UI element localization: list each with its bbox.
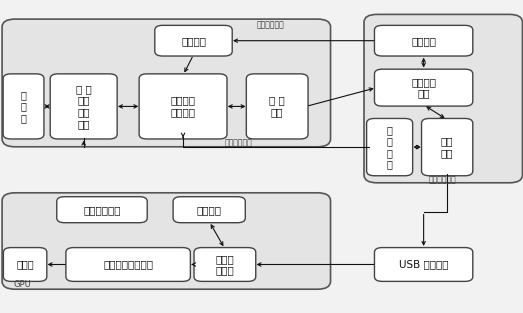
- FancyBboxPatch shape: [364, 14, 522, 183]
- FancyBboxPatch shape: [2, 19, 331, 147]
- Text: 发射接收
开关电路: 发射接收 开关电路: [170, 95, 196, 117]
- Text: USB 接口电路: USB 接口电路: [399, 259, 448, 269]
- Text: 软件波
束形成: 软件波 束形成: [215, 254, 234, 275]
- Text: 接收控制总线: 接收控制总线: [225, 138, 253, 147]
- Text: 发射控制: 发射控制: [411, 36, 436, 46]
- FancyBboxPatch shape: [194, 248, 256, 281]
- Text: 接口
控制: 接口 控制: [441, 136, 453, 158]
- FancyBboxPatch shape: [155, 25, 232, 56]
- Text: 发射控制总线: 发射控制总线: [256, 21, 284, 29]
- FancyBboxPatch shape: [3, 74, 44, 139]
- FancyBboxPatch shape: [56, 197, 147, 223]
- FancyBboxPatch shape: [374, 69, 473, 106]
- Text: 接
收
控
制: 接 收 控 制: [386, 125, 393, 170]
- Text: 发 射
接收
复用
电路: 发 射 接收 复用 电路: [76, 84, 92, 129]
- FancyBboxPatch shape: [374, 248, 473, 281]
- Text: 人机输入外设: 人机输入外设: [83, 205, 121, 215]
- FancyBboxPatch shape: [246, 74, 308, 139]
- Text: 显示器: 显示器: [16, 259, 34, 269]
- FancyBboxPatch shape: [66, 248, 190, 281]
- Text: 换
能
器: 换 能 器: [20, 90, 27, 123]
- FancyBboxPatch shape: [2, 193, 331, 289]
- Text: 数字控制电路: 数字控制电路: [429, 176, 457, 184]
- FancyBboxPatch shape: [367, 119, 413, 176]
- Text: 接收数据
处理: 接收数据 处理: [411, 77, 436, 99]
- FancyBboxPatch shape: [173, 197, 245, 223]
- FancyBboxPatch shape: [50, 74, 117, 139]
- FancyBboxPatch shape: [374, 25, 473, 56]
- FancyBboxPatch shape: [139, 74, 227, 139]
- FancyBboxPatch shape: [422, 119, 473, 176]
- Text: GPU: GPU: [13, 280, 31, 289]
- FancyBboxPatch shape: [4, 248, 47, 281]
- Text: 图像形成以及处理: 图像形成以及处理: [103, 259, 153, 269]
- Text: 发射电路: 发射电路: [181, 36, 206, 46]
- Text: 文件管理: 文件管理: [197, 205, 222, 215]
- Text: 接 收
电路: 接 收 电路: [269, 95, 285, 117]
